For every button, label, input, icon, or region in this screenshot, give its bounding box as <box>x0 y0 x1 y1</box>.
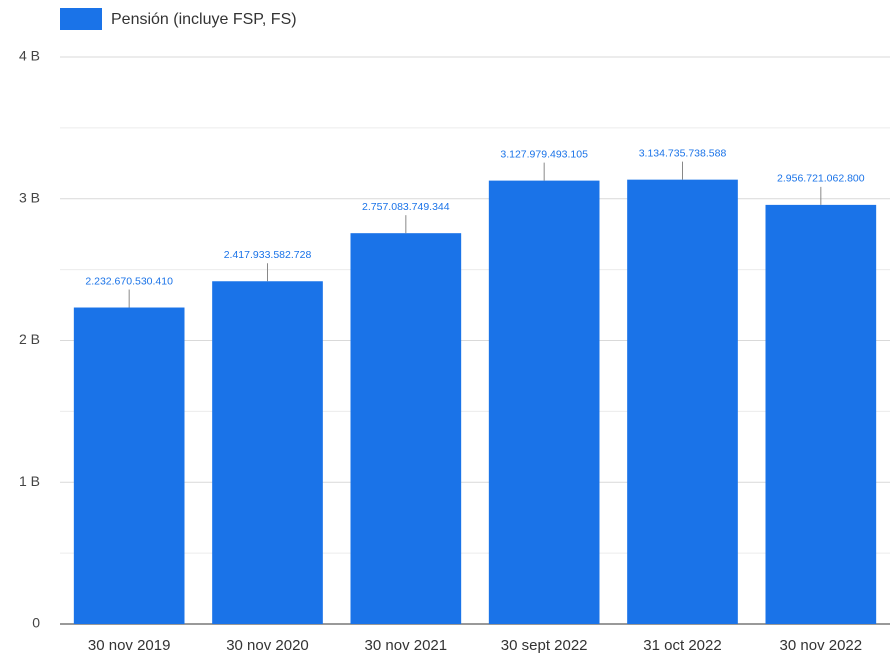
legend-swatch <box>60 8 102 30</box>
data-label: 2.232.670.530.410 <box>85 275 173 287</box>
bar <box>73 307 185 624</box>
data-label: 2.417.933.582.728 <box>224 249 312 261</box>
bar <box>350 233 462 624</box>
data-label: 2.757.083.749.344 <box>362 201 450 213</box>
y-tick-label: 3 B <box>19 189 40 205</box>
y-tick-label: 2 B <box>19 331 40 347</box>
bar <box>765 204 877 624</box>
x-tick-label: 30 nov 2021 <box>365 637 448 654</box>
data-label: 2.956.721.062.800 <box>777 173 865 185</box>
x-tick-label: 30 nov 2019 <box>88 637 171 654</box>
data-label: 3.127.979.493.105 <box>500 148 588 160</box>
legend-label: Pensión (incluye FSP, FS) <box>111 11 297 28</box>
bar <box>627 179 738 624</box>
data-label: 3.134.735.738.588 <box>639 147 727 159</box>
x-tick-label: 30 sept 2022 <box>501 637 588 654</box>
y-tick-label: 0 <box>32 615 40 631</box>
x-tick-label: 30 nov 2020 <box>226 637 309 654</box>
y-tick-label: 4 B <box>19 48 40 64</box>
y-tick-label: 1 B <box>19 473 40 489</box>
bar <box>488 180 600 625</box>
x-tick-label: 30 nov 2022 <box>780 637 863 654</box>
bar <box>212 281 323 624</box>
x-tick-label: 31 oct 2022 <box>643 637 721 654</box>
